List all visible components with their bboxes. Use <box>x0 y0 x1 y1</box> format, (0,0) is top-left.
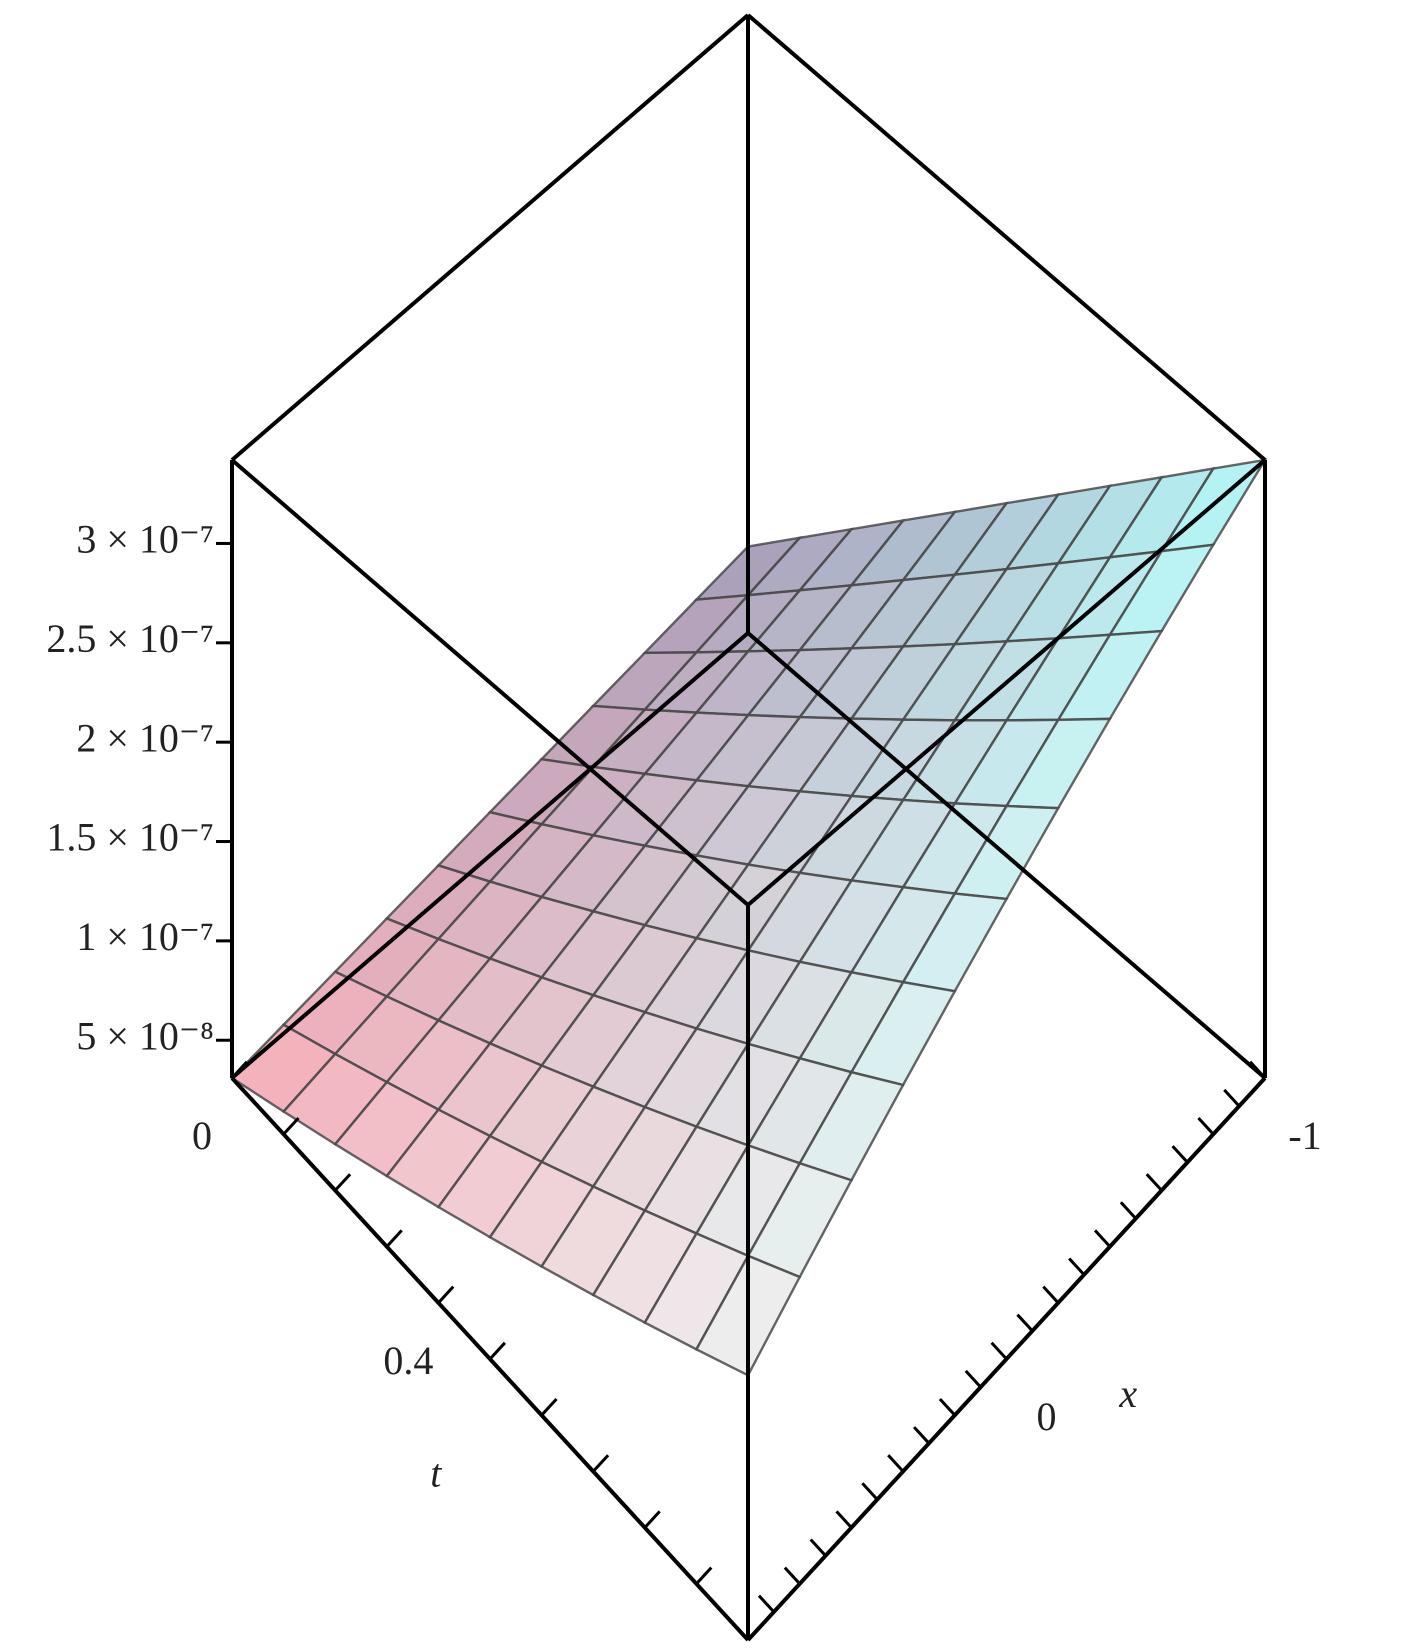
t-tick <box>437 1285 455 1304</box>
x-minor-tick <box>1171 1145 1189 1164</box>
x-minor-tick <box>757 1594 775 1613</box>
x-minor-tick <box>938 1397 956 1417</box>
t-minor-tick <box>643 1510 661 1529</box>
box-edge <box>746 13 1267 462</box>
x-minor-tick <box>1042 1285 1060 1304</box>
t-minor-tick <box>282 1116 300 1136</box>
box-edge <box>746 458 1267 907</box>
t-tick-label: 0 <box>192 1113 212 1158</box>
t-minor-tick <box>385 1229 403 1248</box>
x-minor-tick <box>964 1369 982 1389</box>
axis-label: x <box>1118 1371 1137 1416</box>
x-minor-tick <box>1016 1313 1034 1332</box>
t-minor-tick <box>592 1454 610 1473</box>
z-tick-label: 2 × 10⁻⁷ <box>76 715 214 760</box>
z-tick-label: 1 × 10⁻⁷ <box>76 914 214 959</box>
z-tick-label: 1.5 × 10⁻⁷ <box>46 815 214 860</box>
x-minor-tick <box>835 1510 853 1529</box>
x-tick-label: 0 <box>1037 1394 1057 1439</box>
x-tick <box>990 1341 1008 1361</box>
x-minor-tick <box>912 1426 931 1445</box>
x-minor-tick <box>887 1454 905 1473</box>
t-minor-tick <box>488 1341 506 1361</box>
x-tick <box>1249 1060 1267 1080</box>
x-minor-tick <box>1119 1201 1137 1220</box>
x-minor-tick <box>1223 1088 1241 1108</box>
box-edge <box>746 631 1267 1080</box>
x-minor-tick <box>809 1538 827 1557</box>
t-minor-tick <box>334 1173 352 1192</box>
box-edge <box>230 13 750 462</box>
x-minor-tick <box>861 1482 879 1501</box>
z-tick-label: 5 × 10⁻⁸ <box>76 1013 214 1058</box>
t-minor-tick <box>540 1397 558 1417</box>
t-tick-label: 0.4 <box>383 1338 433 1383</box>
x-minor-tick <box>1145 1173 1163 1192</box>
x-minor-tick <box>1068 1257 1086 1276</box>
frame: 5 × 10⁻⁸ 1 × 10⁻⁷ 1.5 × 10⁻⁷ 2 × 10⁻⁷ 2.5 × … <box>46 13 1322 1642</box>
box-edge <box>230 458 750 907</box>
box-edge <box>230 631 750 1080</box>
z-tick-label: 2.5 × 10⁻⁷ <box>46 616 214 661</box>
axis-label: t <box>430 1450 442 1495</box>
x-minor-tick <box>1093 1229 1112 1248</box>
t-minor-tick <box>695 1566 713 1585</box>
t-tick <box>230 1060 248 1080</box>
z-tick-label: 3 × 10⁻⁷ <box>76 517 214 562</box>
x-minor-tick <box>1197 1116 1215 1136</box>
surface <box>230 458 1268 1377</box>
x-tick-label: -1 <box>1288 1113 1321 1158</box>
x-minor-tick <box>783 1566 801 1585</box>
